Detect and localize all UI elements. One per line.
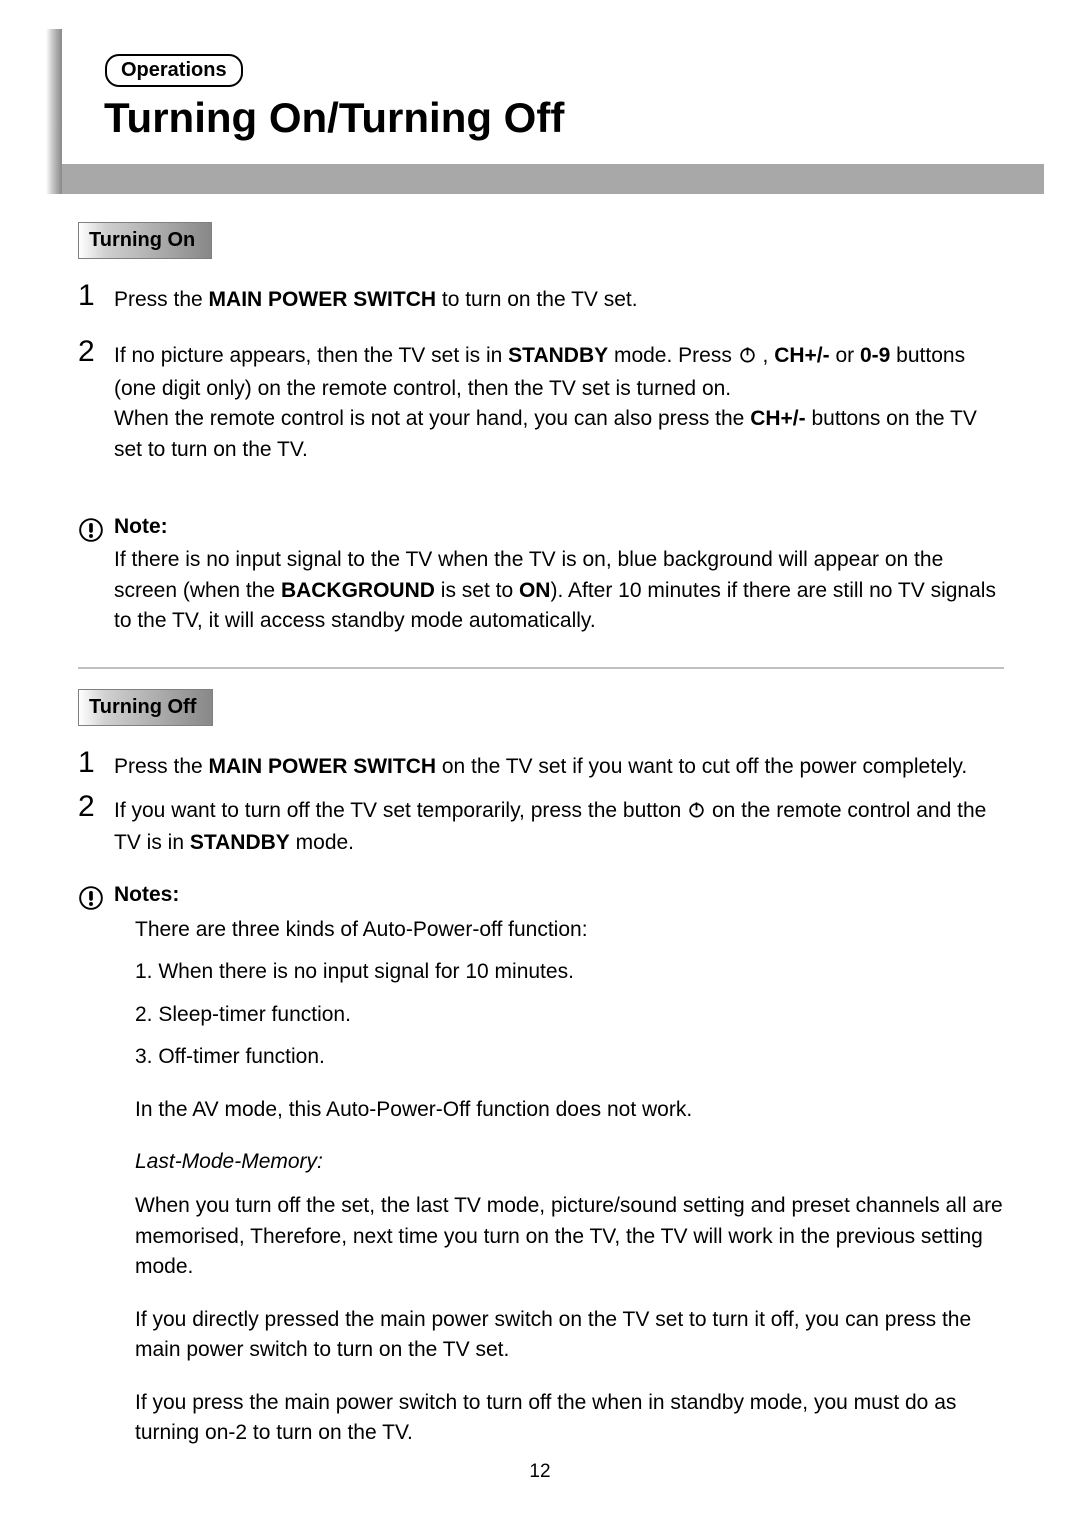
text: Press the [114, 755, 209, 778]
bold-text: CH+/- [774, 344, 829, 367]
text: to turn on the TV set. [436, 288, 638, 311]
text: , [757, 344, 775, 367]
notes-intro: There are three kinds of Auto-Power-off … [135, 915, 1004, 945]
content-area: Turning On 1 Press the MAIN POWER SWITCH… [78, 222, 1004, 1449]
section-divider [78, 667, 1004, 669]
bold-text: MAIN POWER SWITCH [209, 288, 436, 311]
step-text: If you want to turn off the TV set tempo… [114, 790, 1004, 859]
notes-block: Notes: There are three kinds of Auto-Pow… [78, 883, 1004, 1449]
note-block-1: Note: If there is no input signal to the… [78, 515, 1004, 636]
power-icon [738, 343, 757, 373]
notes-body: Notes: There are three kinds of Auto-Pow… [114, 883, 1004, 1449]
note-body: Note: If there is no input signal to the… [114, 515, 1004, 636]
bold-text: STANDBY [508, 344, 608, 367]
note-text: If there is no input signal to the TV wh… [114, 545, 1004, 636]
text: on the TV set if you want to cut off the… [436, 755, 967, 778]
header-accent-tab [46, 29, 62, 194]
turning-on-step-1: 1 Press the MAIN POWER SWITCH to turn on… [78, 279, 1004, 315]
last-mode-memory-p3: If you press the main power switch to tu… [135, 1388, 1004, 1449]
text: If you want to turn off the TV set tempo… [114, 799, 687, 822]
notes-item-3: 3. Off-timer function. [135, 1042, 1004, 1072]
step-text: If no picture appears, then the TV set i… [114, 335, 1004, 465]
text: Press the [114, 288, 209, 311]
bold-text: ON [519, 579, 551, 602]
step-number: 2 [78, 790, 114, 822]
text: or [830, 344, 860, 367]
bold-text: MAIN POWER SWITCH [209, 755, 436, 778]
step-text: Press the MAIN POWER SWITCH on the TV se… [114, 746, 967, 782]
turning-off-step-1: 1 Press the MAIN POWER SWITCH on the TV … [78, 746, 1004, 782]
section-heading-turning-off: Turning Off [78, 689, 213, 726]
text: If no picture appears, then the TV set i… [114, 344, 508, 367]
note-icon [78, 883, 114, 916]
step-number: 1 [78, 279, 114, 311]
power-icon [687, 798, 706, 828]
text: mode. Press [608, 344, 738, 367]
note-icon [78, 515, 114, 548]
turning-off-step-2: 2 If you want to turn off the TV set tem… [78, 790, 1004, 859]
bold-text: BACKGROUND [281, 579, 435, 602]
turning-on-step-2: 2 If no picture appears, then the TV set… [78, 335, 1004, 465]
bold-text: CH+/- [750, 407, 805, 430]
category-pill: Operations [105, 54, 243, 87]
text: mode. [290, 831, 354, 854]
text: is set to [435, 579, 519, 602]
bold-text: 0-9 [860, 344, 890, 367]
last-mode-memory-p2: If you directly pressed the main power s… [135, 1305, 1004, 1366]
bold-text: STANDBY [190, 831, 290, 854]
step-number: 2 [78, 335, 114, 367]
page-number: 12 [0, 1461, 1080, 1483]
last-mode-memory-heading: Last-Mode-Memory: [135, 1147, 1004, 1177]
note-heading: Note: [114, 515, 1004, 539]
text: When the remote control is not at your h… [114, 407, 750, 430]
step-text: Press the MAIN POWER SWITCH to turn on t… [114, 279, 638, 315]
notes-item-2: 2. Sleep-timer function. [135, 1000, 1004, 1030]
section-heading-turning-on: Turning On [78, 222, 212, 259]
notes-heading: Notes: [114, 883, 1004, 907]
page-title: Turning On/Turning Off [104, 94, 564, 142]
notes-item-1: 1. When there is no input signal for 10 … [135, 957, 1004, 987]
step-number: 1 [78, 746, 114, 778]
notes-av-mode: In the AV mode, this Auto-Power-Off func… [135, 1095, 1004, 1125]
last-mode-memory-p1: When you turn off the set, the last TV m… [135, 1191, 1004, 1282]
